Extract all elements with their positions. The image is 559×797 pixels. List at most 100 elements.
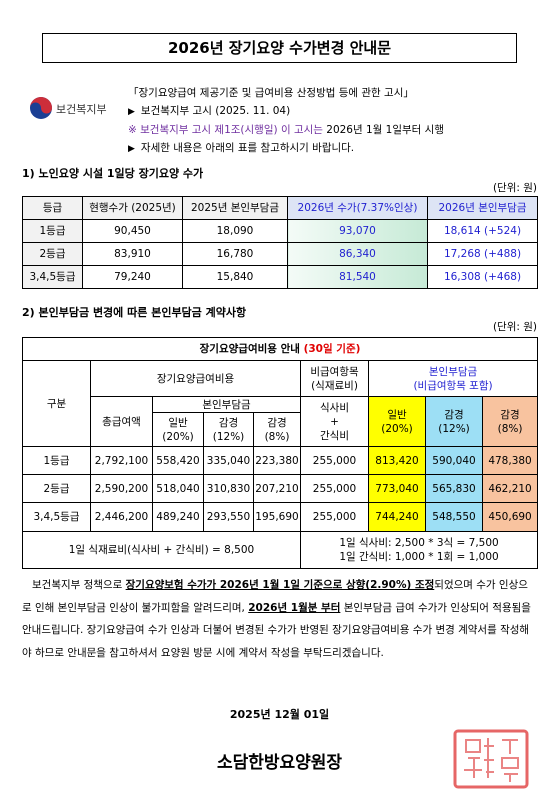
header-cell: 등급 bbox=[22, 196, 83, 220]
header-cell: 총급여액 bbox=[90, 396, 153, 447]
table-cell: 3,4,5등급 bbox=[22, 265, 83, 289]
table-title-text: 장기요양급여비용 안내 bbox=[199, 343, 300, 355]
table-cell: 18,090 bbox=[182, 219, 288, 243]
row-label: 3,4,5등급 bbox=[22, 502, 91, 532]
notice-highlight: ※ 보건복지부 고시 제1조(시행일) 이 고시는 bbox=[128, 124, 323, 136]
body-paragraph: 보건복지부 정책으로 장기요양보험 수가가 2026년 1월 1일 기준으로 상… bbox=[22, 574, 537, 664]
table-cell: 15,840 bbox=[182, 265, 288, 289]
table-row: 1등급 2,792,100 558,420 335,040 223,380 255,000… bbox=[22, 446, 539, 475]
bullet: ▶ bbox=[128, 144, 135, 154]
table-cell: 207,210 bbox=[253, 474, 301, 503]
unit-label: (단위: 원) bbox=[492, 321, 537, 333]
header-cell: 2026년 수가(7.37%인상) bbox=[287, 196, 428, 220]
notice-line: ▶ 보건복지부 고시 (2025. 11. 04) bbox=[128, 102, 444, 121]
section-heading: 1) 노인요양 시설 1일당 장기요양 수가 bbox=[22, 167, 204, 180]
table-cell: 2,590,200 bbox=[90, 474, 153, 503]
table-cell: 83,910 bbox=[82, 242, 183, 266]
table-title: 장기요양급여비용 안내 (30일 기준) bbox=[21, 337, 539, 361]
header-cell: 일반 (20%) bbox=[368, 396, 426, 447]
date: 2025년 12월 01일 bbox=[229, 708, 330, 721]
bullet: ▶ bbox=[128, 107, 135, 117]
copay-table: 장기요양급여비용 안내 (30일 기준) 구분 장기요양급여비용 비급여항목 (… bbox=[21, 337, 539, 569]
emphasis: 장기요양보험 수가가 2026년 1월 1일 기준으로 상향(2.90%) 조정 bbox=[125, 579, 435, 591]
table-row: 3,4,5등급 79,240 15,840 81,540 16,308 (+468) bbox=[22, 265, 538, 289]
table-cell: 310,830 bbox=[203, 474, 254, 503]
table-cell: 16,308 (+468) bbox=[427, 265, 538, 289]
fee-table: 등급 현행수가 (2025년) 2025년 본인부담금 2026년 수가(7.37%인… bbox=[22, 196, 538, 289]
table-cell: 565,830 bbox=[425, 474, 483, 503]
table-cell: 18,614 (+524) bbox=[427, 219, 538, 243]
unit-label: (단위: 원) bbox=[492, 182, 537, 194]
header-cell: 감경 (8%) bbox=[253, 412, 301, 447]
notice-text: 2026년 1월 1일부터 시행 bbox=[326, 124, 444, 136]
table-cell: 548,550 bbox=[425, 502, 483, 532]
table-cell: 773,040 bbox=[368, 474, 426, 503]
table-cell: 79,240 bbox=[82, 265, 183, 289]
table-cell: 255,000 bbox=[300, 502, 369, 532]
table-cell: 81,540 bbox=[287, 265, 428, 289]
table-cell: 478,380 bbox=[481, 446, 539, 475]
footer-line: 1일 식사비: 2,500 * 3식 = 7,500 bbox=[339, 537, 499, 549]
footer-cell: 1일 식사비: 2,500 * 3식 = 7,500 1일 간식비: 1,000 … bbox=[299, 531, 539, 569]
header-cell: 본인부담금 (비급여항목 포함) bbox=[367, 360, 539, 397]
header-cell: 감경 (12%) bbox=[425, 396, 483, 447]
header-cell: 감경 (12%) bbox=[203, 412, 254, 447]
header-cell: 현행수가 (2025년) bbox=[82, 196, 183, 220]
table-cell: 518,040 bbox=[152, 474, 204, 503]
notice: 「장기요양급여 제공기준 및 급여비용 산정방법 등에 관한 고시」 ▶ 보건복지… bbox=[128, 84, 444, 158]
emphasis: 2026년 1월분 부터 bbox=[248, 601, 341, 614]
table-cell: 450,690 bbox=[481, 502, 539, 532]
header-cell: 장기요양급여비용 bbox=[90, 360, 301, 397]
row-label: 1등급 bbox=[22, 446, 91, 475]
row-label: 2등급 bbox=[22, 474, 91, 503]
table-cell: 90,450 bbox=[82, 219, 183, 243]
table-cell: 86,340 bbox=[287, 242, 428, 266]
notice-text: 자세한 내용은 아래의 표를 참고하시기 바랍니다. bbox=[140, 142, 355, 154]
title: 2026년 장기요양 수가변경 안내문 bbox=[42, 33, 517, 63]
signature: 소담한방요양원장 bbox=[216, 753, 343, 773]
table-cell: 813,420 bbox=[368, 446, 426, 475]
table-row: 2등급 2,590,200 518,040 310,830 207,210 255,000… bbox=[22, 474, 539, 503]
header-cell: 2026년 본인부담금 bbox=[427, 196, 538, 220]
table-cell: 17,268 (+488) bbox=[427, 242, 538, 266]
table-cell: 590,040 bbox=[425, 446, 483, 475]
notice-line: 「장기요양급여 제공기준 및 급여비용 산정방법 등에 관한 고시」 bbox=[128, 87, 414, 99]
header-row: 등급 현행수가 (2025년) 2025년 본인부담금 2026년 수가(7.37%인… bbox=[22, 196, 538, 220]
table-cell: 1등급 bbox=[22, 219, 83, 243]
body-text: 보건복지부 정책으로 bbox=[32, 579, 126, 591]
header-cell: 2025년 본인부담금 bbox=[182, 196, 288, 220]
seal-stamp bbox=[453, 729, 529, 789]
table-cell: 223,380 bbox=[253, 446, 301, 475]
section-heading: 2) 본인부담금 변경에 따른 본인부담금 계약사항 bbox=[22, 306, 247, 319]
table-cell: 2,446,200 bbox=[90, 502, 153, 532]
table-cell: 2,792,100 bbox=[90, 446, 153, 475]
logo-label: 보건복지부 bbox=[56, 103, 107, 116]
header-cell: 일반 (20%) bbox=[152, 412, 204, 447]
table-cell: 195,690 bbox=[253, 502, 301, 532]
notice-text: 보건복지부 고시 (2025. 11. 04) bbox=[140, 105, 291, 117]
table-row: 1등급 90,450 18,090 93,070 18,614 (+524) bbox=[22, 219, 538, 243]
logo-emblem bbox=[30, 97, 52, 119]
table-cell: 255,000 bbox=[300, 446, 369, 475]
table-cell: 293,550 bbox=[203, 502, 254, 532]
table-cell: 16,780 bbox=[182, 242, 288, 266]
notice-line: ※ 보건복지부 고시 제1조(시행일) 이 고시는 2026년 1월 1일부터 … bbox=[128, 121, 444, 139]
notice-line: ▶ 자세한 내용은 아래의 표를 참고하시기 바랍니다. bbox=[128, 139, 444, 158]
header-cell: 식사비 + 간식비 bbox=[300, 396, 369, 447]
table-row: 2등급 83,910 16,780 86,340 17,268 (+488) bbox=[22, 242, 538, 266]
body-text: 되었으며 수가 인상으로 인해 본인부담금 인상이 불가피함을 알려드리며, bbox=[22, 579, 528, 614]
table-cell: 255,000 bbox=[300, 474, 369, 503]
table-cell: 558,420 bbox=[152, 446, 204, 475]
body-text: 본인부담금 급여 수가가 인상되어 적용됨을 안내드립니다. 장기요양급여 수가… bbox=[22, 601, 531, 659]
table-title-note: (30일 기준) bbox=[303, 343, 361, 355]
table-cell: 93,070 bbox=[287, 219, 428, 243]
table-row: 3,4,5등급 2,446,200 489,240 293,550 195,690 255… bbox=[22, 502, 539, 532]
table-cell: 744,240 bbox=[368, 502, 426, 532]
footer-line: 1일 간식비: 1,000 * 1회 = 1,000 bbox=[339, 551, 499, 563]
table-cell: 462,210 bbox=[481, 474, 539, 503]
header-cell: 감경 (8%) bbox=[481, 396, 539, 447]
table-cell: 335,040 bbox=[203, 446, 254, 475]
header-cell: 구분 bbox=[22, 360, 91, 447]
